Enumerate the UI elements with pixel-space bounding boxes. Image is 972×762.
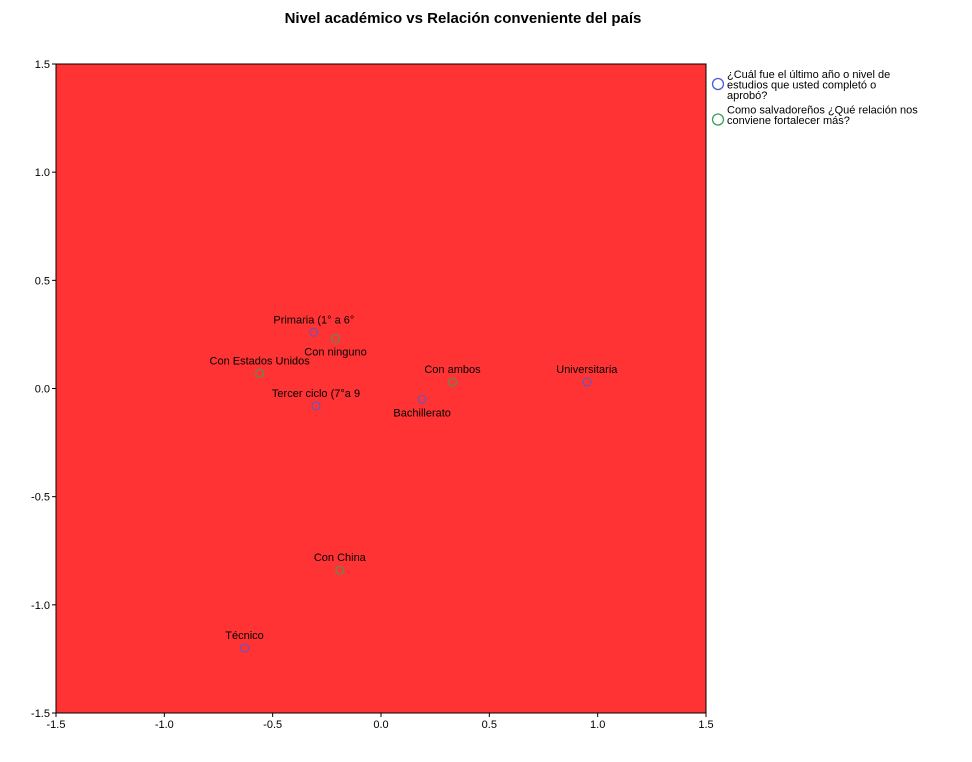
y-tick-label: 1.0 [35, 167, 50, 179]
data-point [335, 565, 345, 575]
point-label: Bachillerato [393, 407, 450, 419]
point-label: Con China [314, 552, 367, 564]
y-tick-label: -1.5 [31, 708, 50, 720]
point-label: Con Estados Unidos [210, 355, 311, 367]
point-label: Con ambos [424, 364, 481, 376]
point-label: Universitaria [556, 364, 618, 376]
x-tick-label: 1.0 [590, 719, 605, 731]
data-point [240, 643, 249, 653]
x-tick-label: -1.5 [47, 719, 66, 731]
data-point [309, 327, 319, 337]
y-tick-label: 1.5 [35, 59, 50, 71]
data-point [255, 368, 265, 378]
legend-label: Como salvadoreños ¿Qué relación nos [727, 105, 918, 117]
y-tick-label: -0.5 [31, 492, 50, 504]
point-label: Técnico [225, 630, 264, 642]
data-point [582, 377, 592, 387]
data-points: Primaria (1° a 6° Tercer ciclo (7°a 9 Bach… [210, 314, 618, 653]
legend-label: aprobó? [727, 90, 767, 102]
legend: ¿Cuál fue el último año o nivel deestudi… [711, 69, 918, 127]
point-label: Tercer ciclo (7°a 9 [272, 388, 360, 400]
plot-area [55, 63, 707, 714]
legend-marker [711, 77, 725, 91]
legend-label: ¿Cuál fue el último año o nivel de [727, 69, 890, 81]
legend-label: conviene fortalecer más? [727, 115, 850, 127]
x-tick-label: -0.5 [263, 719, 282, 731]
data-point [417, 394, 427, 404]
x-tick-label: 0.0 [373, 719, 388, 731]
data-point [311, 401, 321, 411]
y-tick-label: 0.0 [35, 384, 50, 396]
data-point [331, 334, 340, 344]
point-label: Con ninguno [304, 347, 366, 359]
y-tick-label: 0.5 [35, 275, 50, 287]
legend-label: estudios que usted completó o [727, 80, 876, 92]
x-tick-label: 0.5 [482, 719, 497, 731]
x-tick-label: -1.0 [155, 719, 174, 731]
data-point [448, 377, 457, 387]
x-tick-label: 1.5 [698, 719, 713, 731]
point-label: Primaria (1° a 6° [273, 314, 354, 326]
legend-marker [711, 113, 725, 126]
y-tick-label: -1.0 [31, 600, 50, 612]
x-axis: -1.5 -1.0 -0.5 0.0 0.5 1.0 1.5 [47, 713, 714, 731]
chart-title: Nivel académico vs Relación conveniente … [285, 10, 642, 27]
y-axis: 1.5 1.0 0.5 0.0 -0.5 -1.0 -1.5 [31, 59, 56, 720]
